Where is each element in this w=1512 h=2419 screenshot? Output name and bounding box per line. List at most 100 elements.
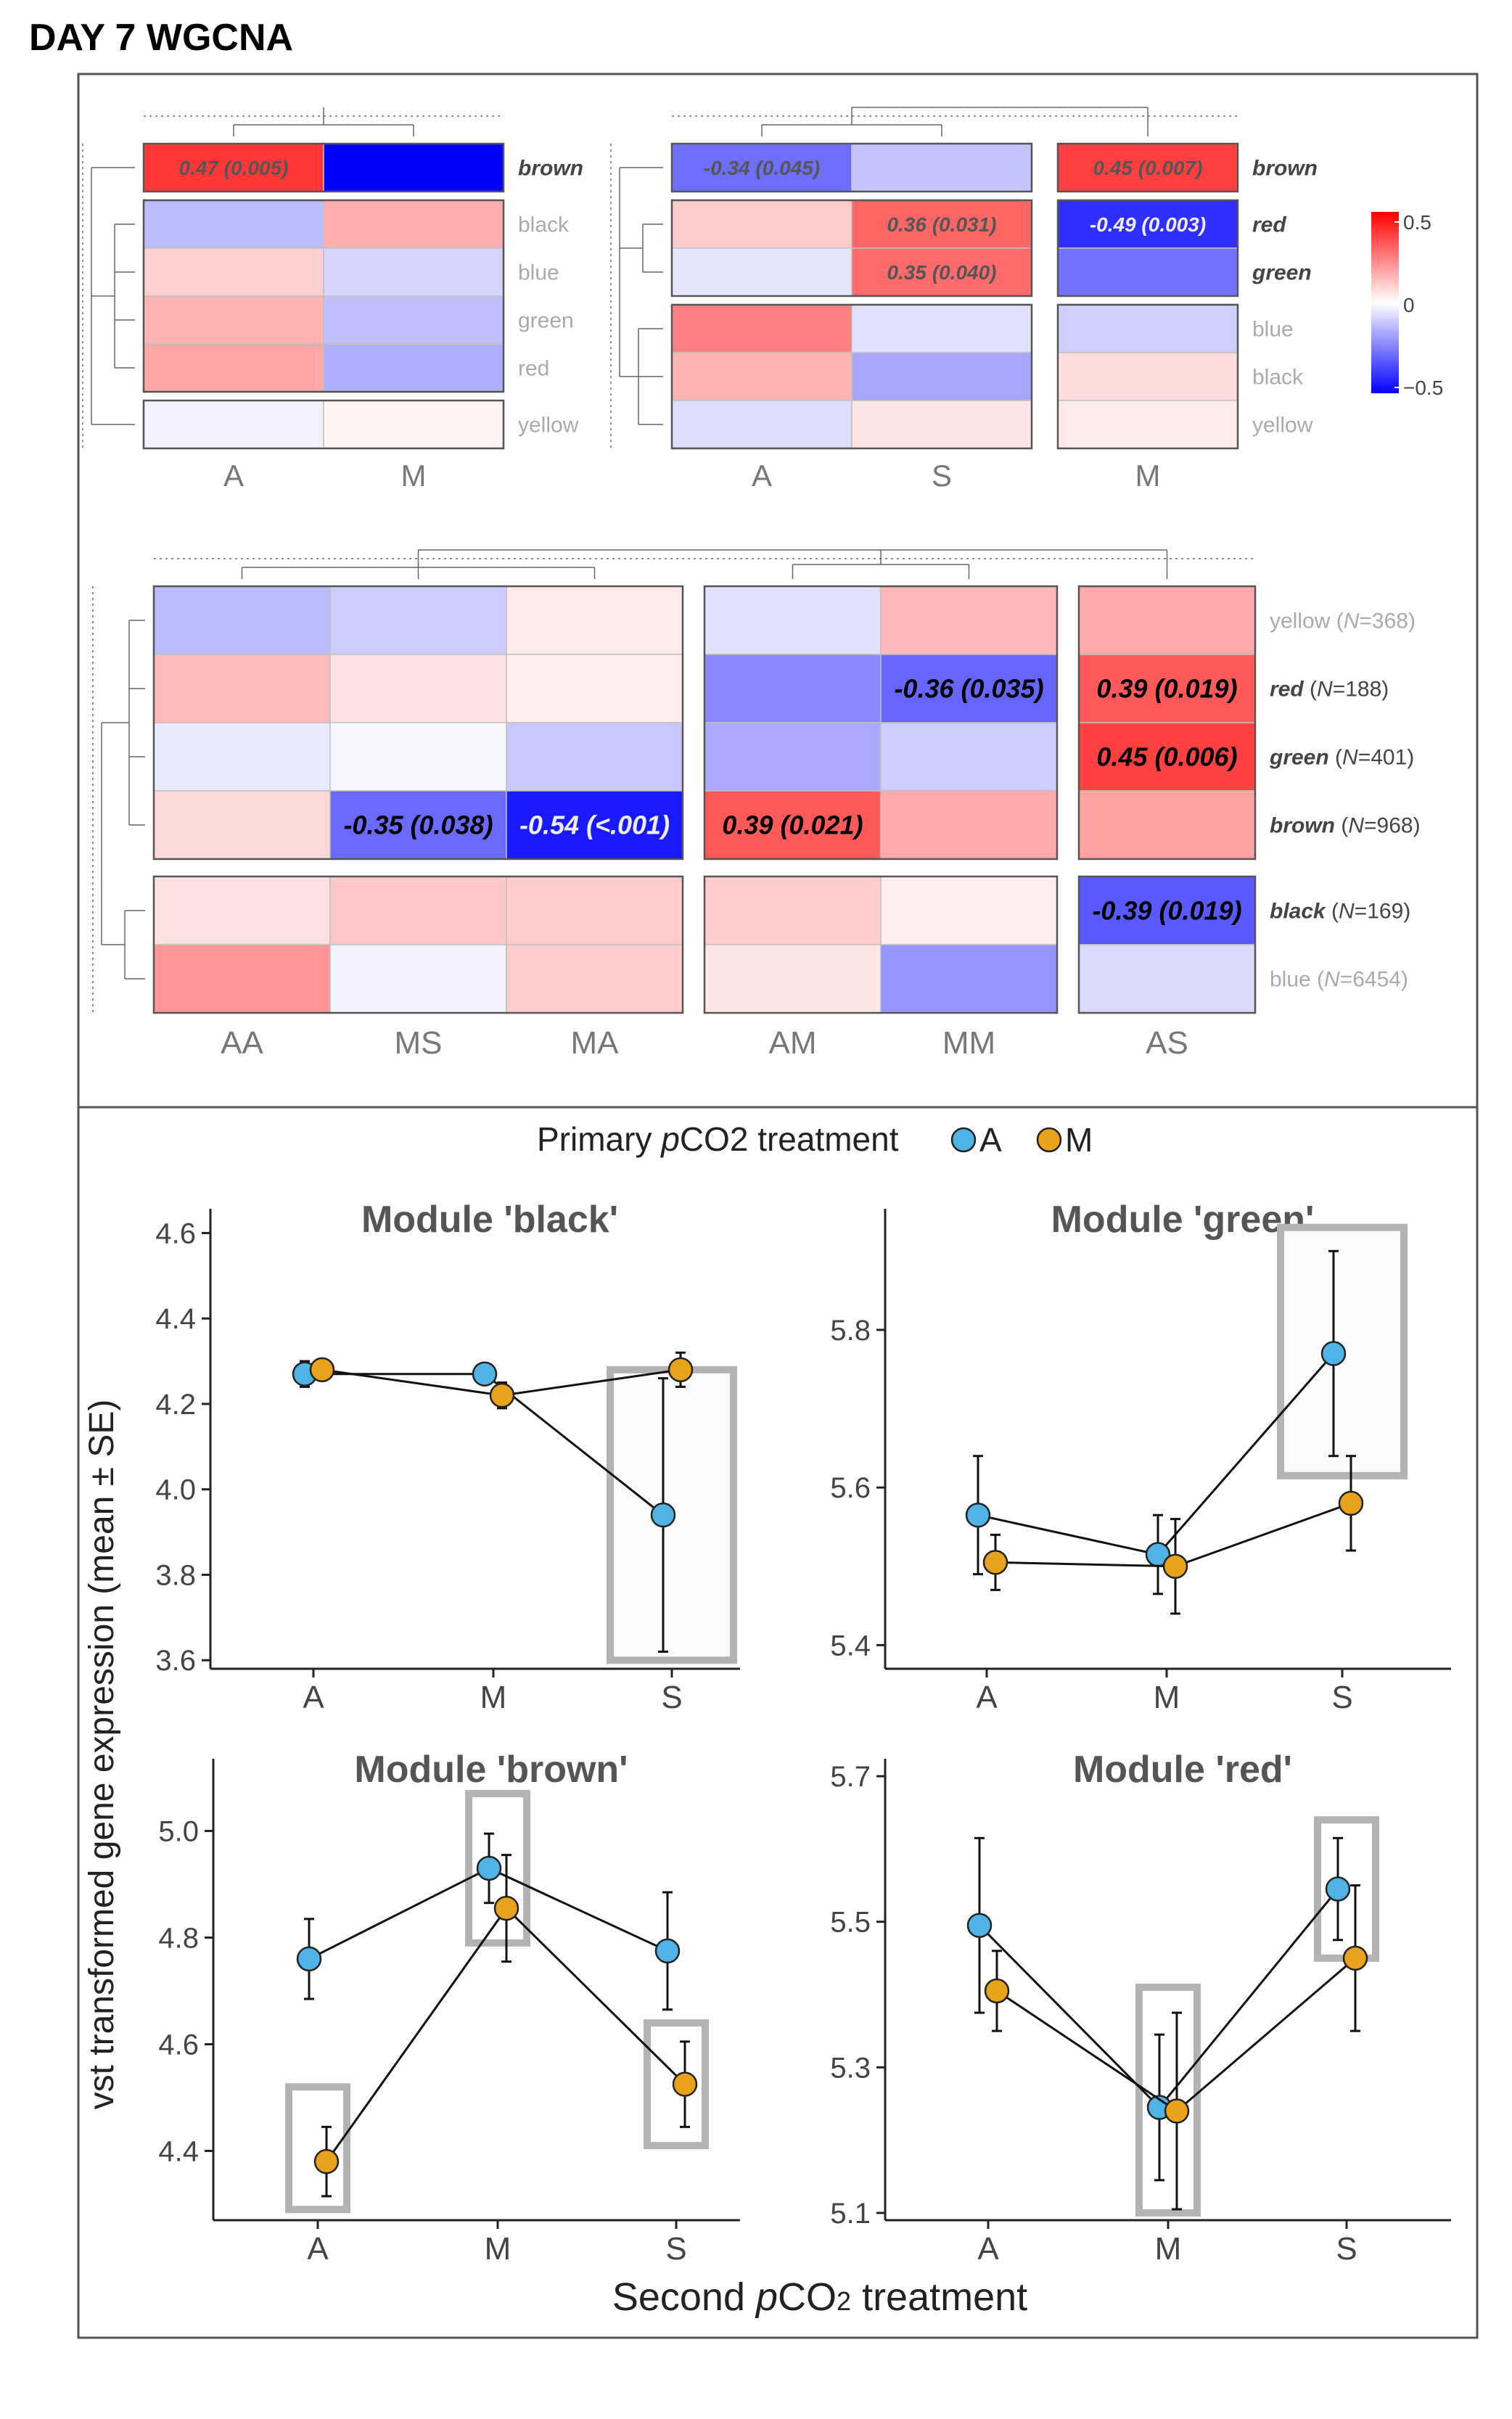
point-A bbox=[650, 1502, 676, 1528]
line-chart-1: Module 'black' 3.6 3.8 4.0 4.2 4.4 4.6 A M S bbox=[155, 1199, 740, 1715]
point-A bbox=[965, 1502, 991, 1528]
heat-cell bbox=[1057, 400, 1238, 449]
col-label-MS: MS bbox=[395, 1025, 443, 1061]
row-n: ( bbox=[1335, 814, 1348, 838]
legend-label-A: A bbox=[979, 1121, 1002, 1159]
y-tick-label: 3.8 bbox=[155, 1559, 196, 1591]
row-n-symbol: N bbox=[1317, 678, 1333, 702]
color-bar bbox=[1371, 212, 1399, 393]
heat-group-frame bbox=[703, 875, 1059, 1014]
x-tick-label: S bbox=[661, 1680, 682, 1715]
col-label-M: M bbox=[1135, 459, 1161, 493]
legend-tick-label: −0.5 bbox=[1403, 377, 1443, 399]
row-n: ( bbox=[1330, 609, 1343, 633]
heat-cell bbox=[153, 790, 331, 860]
row-n: ( bbox=[1326, 900, 1339, 924]
row-label-black: black (N=169) bbox=[1270, 900, 1410, 924]
x-tick-label: S bbox=[665, 2231, 686, 2267]
heat-cell bbox=[671, 400, 852, 449]
point-M bbox=[1164, 2098, 1190, 2124]
heat-cell bbox=[323, 247, 504, 297]
point-M bbox=[309, 1357, 335, 1383]
col-label-AM: AM bbox=[769, 1025, 817, 1061]
heatmap-panel-1: 0.47 (0.005) brown black blue green red yellow… bbox=[82, 107, 583, 493]
row-n: ( bbox=[1329, 746, 1342, 770]
x-tick-label: A bbox=[303, 1680, 324, 1715]
heat-cell bbox=[704, 944, 882, 1014]
heat-cell bbox=[329, 586, 507, 655]
heat-cell bbox=[704, 654, 882, 723]
heat-cell bbox=[1057, 247, 1238, 297]
heat-cell bbox=[323, 343, 504, 393]
heat-cell bbox=[153, 722, 331, 792]
heat-cell bbox=[153, 944, 331, 1014]
heat-group-frame bbox=[670, 199, 1033, 297]
heat-cell bbox=[880, 586, 1058, 655]
point-A bbox=[1320, 1341, 1347, 1366]
point-A bbox=[654, 1938, 681, 1964]
heat-cell bbox=[143, 343, 324, 393]
x-tick-label: S bbox=[1336, 2231, 1357, 2267]
heat-cell bbox=[671, 352, 852, 401]
col-label-A: A bbox=[223, 459, 244, 493]
heat-group-frame bbox=[1056, 303, 1239, 450]
heat-group-frame bbox=[152, 585, 684, 861]
y-tick-label: 5.5 bbox=[830, 1907, 871, 1939]
heat-group-frame bbox=[670, 303, 1033, 450]
point-M bbox=[1342, 1945, 1368, 1971]
y-axis-label: vst transformed gene expression (mean ± … bbox=[83, 1400, 121, 2110]
heat-cell bbox=[1078, 586, 1256, 655]
col-label-M: M bbox=[401, 459, 427, 493]
heat-cell bbox=[329, 722, 507, 792]
heat-cell bbox=[506, 654, 683, 723]
legend-marker-A bbox=[950, 1127, 977, 1153]
cell-label: -0.39 (0.019) bbox=[1092, 896, 1241, 926]
heatmap-panel-2: -0.34 (0.045) 0.45 (0.007) 0.36 (0.031) -0.… bbox=[610, 107, 1318, 493]
col-label-S: S bbox=[932, 459, 952, 493]
cell-label: -0.34 (0.045) bbox=[704, 157, 820, 179]
heat-group-frame bbox=[142, 399, 505, 450]
point-A bbox=[296, 1946, 322, 1972]
x-tick-label: A bbox=[977, 2231, 999, 2267]
row-dendrogram bbox=[82, 144, 135, 448]
heat-cell bbox=[329, 654, 507, 723]
line-chart-3: Module 'brown' 4.4 4.6 4.8 5.0 A M S bbox=[158, 1749, 740, 2267]
row-label-black: black bbox=[518, 213, 570, 237]
highlight-box bbox=[1135, 1983, 1201, 2217]
heat-cell bbox=[704, 876, 882, 945]
heatmap-panel-3: -0.36 (0.035) 0.39 (0.019) 0.45 (0.006) -0.… bbox=[92, 549, 1421, 1061]
x-tick-label: M bbox=[480, 1680, 507, 1715]
heat-cell bbox=[506, 944, 683, 1014]
col-label-AA: AA bbox=[221, 1025, 263, 1061]
y-tick-label: 4.6 bbox=[155, 1217, 196, 1249]
y-tick-label: 4.4 bbox=[155, 1303, 196, 1335]
heat-cell bbox=[880, 790, 1058, 860]
row-n-value: =169) bbox=[1355, 900, 1411, 924]
heatmap-layer: 0.47 (0.005) brown black blue green red yellow… bbox=[82, 107, 1421, 1061]
chart-title: Module 'black' bbox=[361, 1199, 618, 1241]
row-label-brown: brown bbox=[1252, 157, 1318, 181]
row-n-value: =6454) bbox=[1340, 968, 1408, 992]
legend-label-M: M bbox=[1065, 1121, 1093, 1159]
x-tick-label: M bbox=[485, 2231, 511, 2267]
line-chart-4: Module 'red' 5.1 5.3 5.5 5.7 A M S bbox=[830, 1749, 1451, 2267]
heat-cell bbox=[1057, 352, 1238, 401]
y-tick-label: 4.0 bbox=[155, 1474, 196, 1506]
row-label-black: black bbox=[1252, 366, 1304, 390]
heat-cell bbox=[851, 247, 1032, 297]
x-label-part: Second bbox=[612, 2275, 756, 2319]
point-M bbox=[493, 1895, 519, 1921]
bottom-panel-frame bbox=[77, 1106, 1479, 2339]
color-legend: 0.5 0 −0.5 bbox=[1371, 211, 1443, 399]
heat-cell bbox=[1078, 790, 1256, 860]
heat-cell bbox=[704, 722, 882, 792]
point-A bbox=[966, 1913, 993, 1938]
line-chart-2: Module 'green' 5.4 5.6 5.8 A M S bbox=[830, 1199, 1451, 1715]
y-tick-label: 5.0 bbox=[158, 1816, 199, 1848]
heat-group-frame bbox=[142, 199, 505, 393]
row-n-symbol: N bbox=[1348, 814, 1364, 838]
cell-label: 0.45 (0.006) bbox=[1096, 742, 1237, 772]
chart-title: Module 'brown' bbox=[354, 1749, 628, 1791]
col-label-A: A bbox=[752, 459, 772, 493]
row-label-green: green bbox=[518, 309, 574, 333]
